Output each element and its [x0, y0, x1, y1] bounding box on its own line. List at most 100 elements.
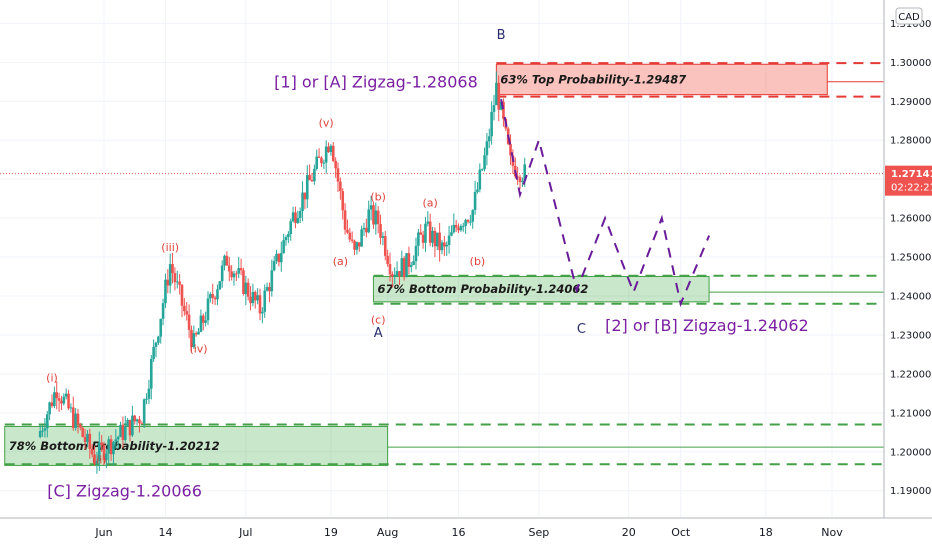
- candle: [272, 255, 276, 272]
- candle: [450, 225, 453, 237]
- candle: [348, 227, 352, 243]
- candle: [268, 282, 271, 303]
- candle-body: [343, 210, 347, 230]
- candle-body: [175, 281, 179, 283]
- candle: [360, 225, 363, 247]
- candle: [265, 282, 269, 292]
- candle: [391, 271, 394, 288]
- candle-body: [398, 271, 401, 277]
- candle: [521, 177, 524, 187]
- candle-body: [223, 255, 226, 266]
- candle: [256, 288, 259, 305]
- candle-body: [497, 82, 501, 110]
- candle-body: [194, 333, 198, 335]
- wave-label: (a): [333, 255, 348, 268]
- candle-body: [154, 342, 158, 347]
- time-tick-label: 16: [452, 526, 466, 539]
- candle: [478, 163, 482, 193]
- candle: [126, 417, 129, 427]
- candle: [119, 421, 122, 438]
- candle: [282, 233, 285, 254]
- candle: [227, 256, 231, 282]
- candle-body: [235, 273, 238, 275]
- candle-body: [81, 427, 85, 437]
- candle-body: [232, 273, 236, 278]
- candle: [71, 396, 75, 431]
- wave-label: (a): [423, 196, 438, 209]
- candle: [310, 172, 314, 183]
- candle-body: [237, 268, 241, 274]
- zigzag-label: [1] or [A] Zigzag-1.28068: [274, 73, 478, 92]
- candle: [159, 318, 163, 344]
- candle: [57, 392, 61, 412]
- candle-body: [379, 224, 382, 238]
- candle: [230, 265, 233, 281]
- candle-body: [284, 237, 288, 241]
- countdown-value: 02:22:21: [891, 183, 932, 194]
- candle-body: [369, 205, 373, 210]
- candle-body: [199, 315, 203, 332]
- wave-label: (i): [46, 372, 58, 385]
- candle: [225, 251, 229, 266]
- candle-body: [412, 261, 415, 265]
- candle: [142, 398, 146, 428]
- candle-body: [518, 177, 522, 182]
- zone-label: 63% Top Probability-1.29487: [500, 72, 686, 86]
- candle-body: [272, 261, 276, 271]
- candle-body: [400, 258, 404, 277]
- candle: [433, 227, 437, 258]
- candle-body: [185, 311, 189, 315]
- candle: [43, 418, 47, 438]
- time-axis: Jun 14 Jul 19 Aug 16 Sep 20 Oct 18 Nov: [0, 517, 932, 550]
- candle-body: [279, 253, 283, 263]
- candle-body: [41, 430, 44, 432]
- candle: [372, 201, 375, 229]
- candle-body: [142, 399, 146, 424]
- candle-body: [95, 460, 99, 464]
- candle: [164, 273, 167, 309]
- candle-body: [336, 168, 340, 182]
- candle: [334, 157, 337, 178]
- candle: [487, 128, 491, 148]
- candle: [447, 225, 451, 254]
- candle: [471, 209, 475, 229]
- candle-body: [440, 242, 444, 251]
- candle-body: [69, 407, 73, 409]
- candle: [502, 98, 505, 127]
- candle: [185, 302, 189, 321]
- candle: [249, 286, 252, 311]
- candle: [417, 228, 420, 257]
- candle-body: [360, 229, 363, 247]
- candle: [454, 219, 458, 233]
- candle: [197, 328, 200, 335]
- candle-body: [383, 236, 387, 256]
- candle-body: [62, 396, 66, 404]
- price-tick-label: 1.19000: [890, 486, 931, 497]
- candle: [145, 393, 148, 405]
- candle-body: [452, 225, 456, 233]
- candle-body: [123, 426, 127, 441]
- candle-body: [350, 239, 354, 241]
- candle-body: [90, 448, 94, 455]
- candle-body: [242, 270, 245, 294]
- candle-body: [471, 210, 475, 222]
- candle-body: [509, 143, 512, 156]
- candle: [428, 213, 432, 247]
- candle: [187, 304, 191, 339]
- price-tick-label: 1.23000: [890, 330, 931, 341]
- candle: [45, 411, 49, 438]
- candle: [476, 182, 479, 194]
- candle: [53, 386, 56, 409]
- candle-body: [105, 453, 108, 461]
- candle-body: [48, 402, 51, 415]
- candle-body: [102, 445, 106, 461]
- candle-body: [147, 388, 151, 399]
- candle-body: [268, 287, 271, 292]
- candles: [38, 71, 527, 474]
- candle: [376, 206, 380, 234]
- candle-body: [367, 209, 371, 233]
- candle: [495, 71, 498, 106]
- candle-body: [209, 294, 212, 299]
- time-tick-label: 14: [158, 526, 172, 539]
